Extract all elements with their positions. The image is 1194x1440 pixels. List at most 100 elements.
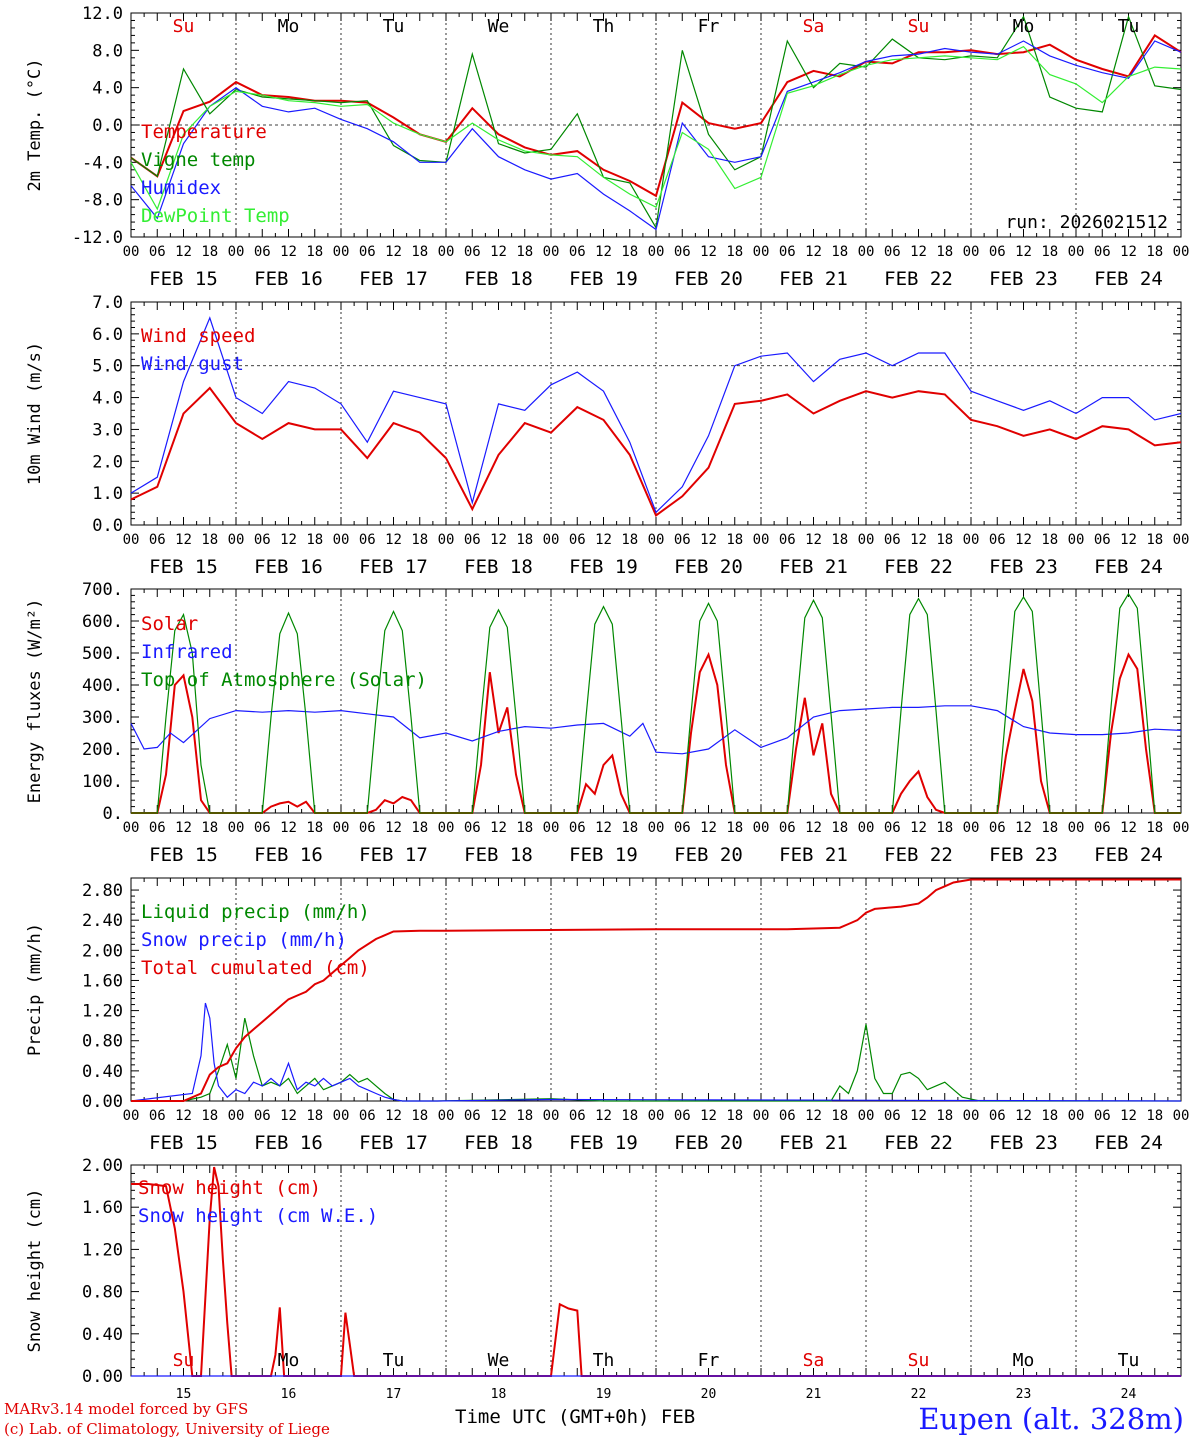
hour-label: 12	[385, 244, 402, 260]
hour-label: 18	[306, 820, 323, 836]
date-label: FEB 22	[884, 844, 953, 866]
hour-label: 12	[1120, 820, 1137, 836]
hour-label: 18	[726, 820, 743, 836]
hour-label: 12	[490, 532, 507, 548]
y-tick-label: 700.	[82, 580, 123, 600]
series-line-wind-gust	[130, 316, 1182, 514]
y-tick-label: 2.0	[92, 452, 123, 472]
hour-label: 06	[674, 532, 691, 548]
panel-2: 0.0 1.0 2.0 3.0 4.0 5.0 6.0 7.0 10m Wind (m/s) Wi…	[25, 293, 1189, 578]
panel-1: -12.0 -8.0 -4.0 0.0 4.0 8.0 12.0 2m Temp. (°C) T…	[25, 4, 1189, 290]
date-label: FEB 20	[674, 844, 743, 866]
y-axis-label: 2m Temp. (°C)	[25, 58, 45, 191]
hour-label: 00	[963, 244, 980, 260]
hour-label: 12	[1015, 1108, 1032, 1124]
y-tick-label: 0.80	[82, 1283, 123, 1303]
y-tick-label: 1.60	[82, 971, 123, 991]
date-label: FEB 18	[464, 268, 533, 290]
legend-entry: Snow precip (mm/h)	[141, 929, 347, 951]
hour-label: 12	[280, 532, 297, 548]
date-label: 22	[911, 1387, 927, 1402]
hour-label: 06	[254, 244, 271, 260]
hour-label: 18	[1041, 820, 1058, 836]
hour-label: 06	[254, 820, 271, 836]
day-of-week-label: Th	[593, 1350, 615, 1371]
day-of-week-label: Su	[908, 1350, 930, 1371]
hour-label: 18	[1146, 1108, 1163, 1124]
hour-label: 06	[989, 532, 1006, 548]
series-line-top-of-atmosphere-solar-	[131, 592, 1181, 814]
hour-label: 18	[726, 1108, 743, 1124]
day-of-week-label: Tu	[383, 16, 405, 37]
hour-label: 12	[1120, 244, 1137, 260]
legend-entry: Wind speed	[141, 325, 255, 347]
date-label: 18	[491, 1387, 507, 1402]
hour-label: 06	[989, 1108, 1006, 1124]
hour-label: 06	[884, 244, 901, 260]
y-tick-label: 1.20	[82, 1002, 123, 1022]
legend-entry: Top of Atmosphere (Solar)	[141, 669, 427, 691]
legend-entry: Wind gust	[141, 353, 244, 375]
hour-label: 18	[1041, 532, 1058, 548]
panel-4: 0.00 0.40 0.80 1.20 1.60 2.00 2.40 2.80 Precip (…	[25, 877, 1190, 1154]
hour-label: 12	[700, 1108, 717, 1124]
date-label: FEB 18	[464, 556, 533, 578]
hour-label: 18	[411, 532, 428, 548]
y-tick-label: 7.0	[92, 293, 123, 313]
y-tick-label: 0.00	[82, 1092, 123, 1112]
date-label: FEB 17	[359, 556, 428, 578]
hour-label: 00	[648, 820, 665, 836]
hour-label: 06	[1094, 1108, 1111, 1124]
hour-label: 12	[1120, 532, 1137, 548]
y-tick-label: 5.0	[92, 357, 123, 377]
hour-label: 00	[1173, 820, 1190, 836]
hour-label: 06	[884, 820, 901, 836]
hour-label: 12	[385, 820, 402, 836]
y-axis-label: Energy fluxes (W/m²)	[25, 599, 45, 804]
y-tick-label: 8.0	[92, 41, 123, 61]
date-label: FEB 20	[674, 268, 743, 290]
date-label: FEB 16	[254, 1132, 323, 1154]
hour-label: 00	[648, 1108, 665, 1124]
hour-label: 12	[280, 1108, 297, 1124]
series-line-snow-precip-mm-h-	[130, 1002, 1182, 1102]
hour-label: 18	[726, 244, 743, 260]
hour-label: 06	[674, 1108, 691, 1124]
hour-label: 06	[779, 820, 796, 836]
hour-label: 06	[779, 244, 796, 260]
series-line-total-cumulated-cm-	[131, 878, 1181, 1102]
series-line-wind-speed	[130, 386, 1182, 517]
hour-label: 12	[805, 532, 822, 548]
hour-label: 00	[1173, 1108, 1190, 1124]
y-tick-label: 1.20	[82, 1240, 123, 1260]
y-tick-label: 100.	[82, 772, 123, 792]
date-label: 16	[281, 1387, 297, 1402]
hour-label: 06	[884, 532, 901, 548]
y-axis-label: 10m Wind (m/s)	[25, 342, 45, 485]
hour-label: 18	[516, 820, 533, 836]
model-credit: MARv3.14 model forced by GFS	[4, 1400, 249, 1418]
date-label: FEB 22	[884, 1132, 953, 1154]
day-of-week-label: Fr	[698, 1350, 720, 1371]
hour-label: 00	[228, 532, 245, 548]
hour-label: 12	[805, 1108, 822, 1124]
y-tick-label: 0.40	[82, 1325, 123, 1345]
y-tick-label: 2.40	[82, 911, 123, 931]
day-of-week-label: Su	[173, 16, 195, 37]
hour-label: 12	[175, 1108, 192, 1124]
hour-label: 12	[1015, 244, 1032, 260]
date-label: FEB 19	[569, 556, 638, 578]
day-of-week-label: Su	[908, 16, 930, 37]
hour-label: 12	[910, 244, 927, 260]
hour-label: 00	[858, 244, 875, 260]
hour-label: 00	[543, 820, 560, 836]
hour-label: 00	[1068, 244, 1085, 260]
station-name: Eupen (alt. 328m)	[918, 1402, 1184, 1436]
legend-entry: Solar	[141, 613, 198, 635]
hour-label: 00	[438, 244, 455, 260]
date-label: FEB 15	[149, 844, 218, 866]
panel-3: 0. 100. 200. 300. 400. 500. 600. 700. Energy flu…	[25, 580, 1189, 866]
hour-label: 18	[1041, 1108, 1058, 1124]
hour-label: 12	[385, 532, 402, 548]
